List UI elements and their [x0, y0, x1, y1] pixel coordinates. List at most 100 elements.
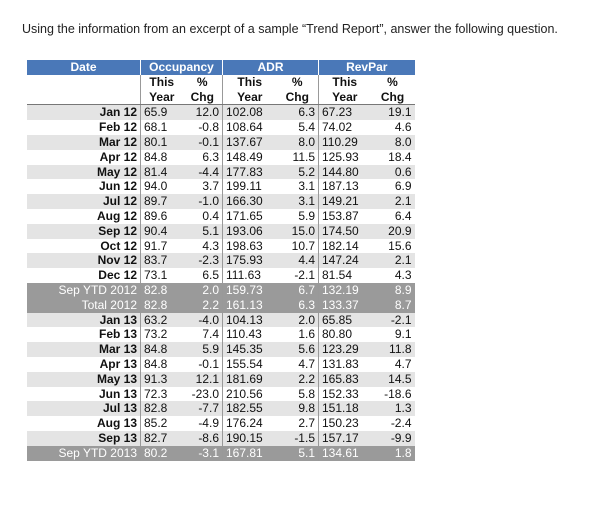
revpar-change: 4.7 — [394, 356, 412, 371]
adr-pct-chg-header: % Chg — [276, 74, 319, 106]
adr-change: 3.1 — [276, 194, 319, 209]
adr-header: ADR — [222, 60, 319, 75]
occupancy-value: 80.2 — [140, 445, 183, 461]
occupancy-change: -8.6 — [182, 430, 223, 446]
adr-change: 5.8 — [276, 386, 319, 402]
subheader-row: This Year % Chg This Year % Chg This Year % Ch… — [27, 74, 415, 106]
table-row: Dec 12 73.1 6.5 111.63 -2.1 81.54 4.3 — [27, 268, 415, 283]
revpar-change: 8.7 — [370, 297, 415, 313]
adr-this-year-header: This Year — [222, 74, 277, 106]
revpar-change: 6.9 — [394, 179, 412, 194]
rev-pct-chg-header: % Chg — [370, 74, 415, 106]
adr-change: 15.0 — [276, 223, 319, 239]
occupancy-change: -1.0 — [182, 194, 223, 209]
adr-value: 155.54 — [226, 356, 263, 371]
revpar-change: 9.1 — [394, 327, 412, 342]
revpar-change: 14.5 — [370, 371, 415, 387]
adr-change: 4.7 — [276, 356, 319, 372]
row-label: Aug 13 — [27, 416, 141, 431]
occupancy-change: -23.0 — [182, 386, 223, 402]
occupancy-change: -7.7 — [182, 401, 223, 417]
occupancy-value: 89.7 — [140, 194, 183, 209]
occupancy-value: 91.3 — [140, 371, 183, 387]
revpar-header: RevPar — [318, 60, 415, 75]
adr-value: 198.63 — [226, 238, 263, 253]
occupancy-change: -3.1 — [182, 445, 223, 461]
occupancy-change: 7.4 — [182, 327, 223, 343]
revpar-value: 151.18 — [318, 401, 371, 417]
occupancy-value: 84.8 — [144, 149, 168, 164]
adr-value: 110.43 — [226, 327, 262, 342]
row-label: Sep YTD 2012 — [27, 282, 141, 298]
revpar-change: 6.4 — [394, 208, 412, 223]
revpar-change: 2.1 — [370, 194, 415, 209]
adr-change: 2.0 — [276, 312, 319, 328]
revpar-change: 18.4 — [388, 149, 412, 164]
adr-value: 104.13 — [222, 312, 277, 328]
row-label: Jun 13 — [27, 386, 141, 402]
table-row: Total 2012 82.8 2.2 161.13 6.3 133.37 8.7 — [27, 297, 415, 313]
occupancy-change: -2.3 — [182, 253, 223, 269]
revpar-value: 80.80 — [322, 327, 353, 342]
adr-value: 148.49 — [226, 149, 263, 164]
occupancy-value: 82.8 — [140, 401, 183, 417]
occupancy-change: -0.1 — [182, 356, 223, 372]
adr-value: 167.81 — [222, 445, 277, 461]
occ-pct-chg-header: % Chg — [182, 74, 223, 106]
adr-value: 108.64 — [226, 120, 263, 135]
occupancy-value: 68.1 — [144, 120, 168, 135]
adr-value: 190.15 — [222, 430, 277, 446]
question-prompt: Using the information from an excerpt of… — [22, 22, 558, 36]
revpar-value: 147.24 — [318, 253, 371, 269]
row-label: Mar 12 — [27, 134, 141, 150]
row-label: Aug 12 — [27, 208, 141, 224]
occupancy-value: 73.1 — [144, 268, 168, 283]
adr-change: 5.6 — [276, 342, 319, 357]
table-row: Feb 13 73.2 7.4 110.43 1.6 80.80 9.1 — [27, 327, 415, 343]
occupancy-value: 84.8 — [140, 342, 183, 357]
table-row: Mar 12 80.1 -0.1 137.67 8.0 110.29 8.0 — [27, 134, 415, 150]
occupancy-value: 72.3 — [144, 386, 168, 401]
occupancy-value: 90.4 — [140, 223, 183, 239]
revpar-value: 65.85 — [318, 312, 371, 328]
revpar-value: 123.29 — [318, 342, 371, 357]
occupancy-change: 2.0 — [182, 282, 223, 298]
adr-change: 3.1 — [276, 179, 319, 195]
adr-value: 159.73 — [222, 282, 277, 298]
occupancy-change: -4.4 — [182, 164, 223, 180]
row-label: Jun 12 — [27, 179, 141, 195]
table-row: May 12 81.4 -4.4 177.83 5.2 144.80 0.6 — [27, 164, 415, 180]
adr-value: 177.83 — [222, 164, 277, 180]
revpar-change: 1.8 — [370, 445, 415, 461]
occupancy-value: 89.6 — [144, 208, 168, 223]
row-label: May 13 — [27, 371, 141, 387]
adr-change: 5.2 — [276, 164, 319, 180]
revpar-change: -9.9 — [370, 430, 415, 446]
row-label: Oct 12 — [27, 238, 141, 254]
adr-value: 193.06 — [222, 223, 277, 239]
adr-value: 137.67 — [222, 134, 277, 150]
occupancy-change: 3.7 — [182, 179, 223, 195]
revpar-change: 1.3 — [370, 401, 415, 417]
table-body: Jan 12 65.9 12.0 102.08 6.3 67.23 19.1 Feb 12 68… — [27, 104, 415, 461]
table-row: Aug 13 85.2 -4.9 176.24 2.7 150.23 -2.4 — [27, 416, 415, 431]
row-label: Mar 13 — [27, 342, 141, 357]
adr-change: 9.8 — [276, 401, 319, 417]
occupancy-change: 5.9 — [182, 342, 223, 357]
occupancy-value: 63.2 — [140, 312, 183, 328]
adr-value: 111.63 — [226, 268, 261, 283]
occupancy-value: 80.1 — [140, 134, 183, 150]
adr-change: 5.4 — [276, 120, 319, 135]
occupancy-change: 4.3 — [182, 238, 223, 254]
occupancy-value: 83.7 — [140, 253, 183, 269]
occupancy-value: 94.0 — [144, 179, 168, 194]
adr-change: 8.0 — [276, 134, 319, 150]
occupancy-change: -4.9 — [182, 416, 223, 431]
adr-change: 6.3 — [276, 297, 319, 313]
table-row: Oct 12 91.7 4.3 198.63 10.7 182.14 15.6 — [27, 238, 415, 254]
revpar-value: 125.93 — [322, 149, 359, 164]
revpar-value: 132.19 — [318, 282, 371, 298]
revpar-change: -2.4 — [390, 416, 412, 431]
rev-this-year-header: This Year — [318, 74, 371, 106]
adr-change: 2.2 — [276, 371, 319, 387]
